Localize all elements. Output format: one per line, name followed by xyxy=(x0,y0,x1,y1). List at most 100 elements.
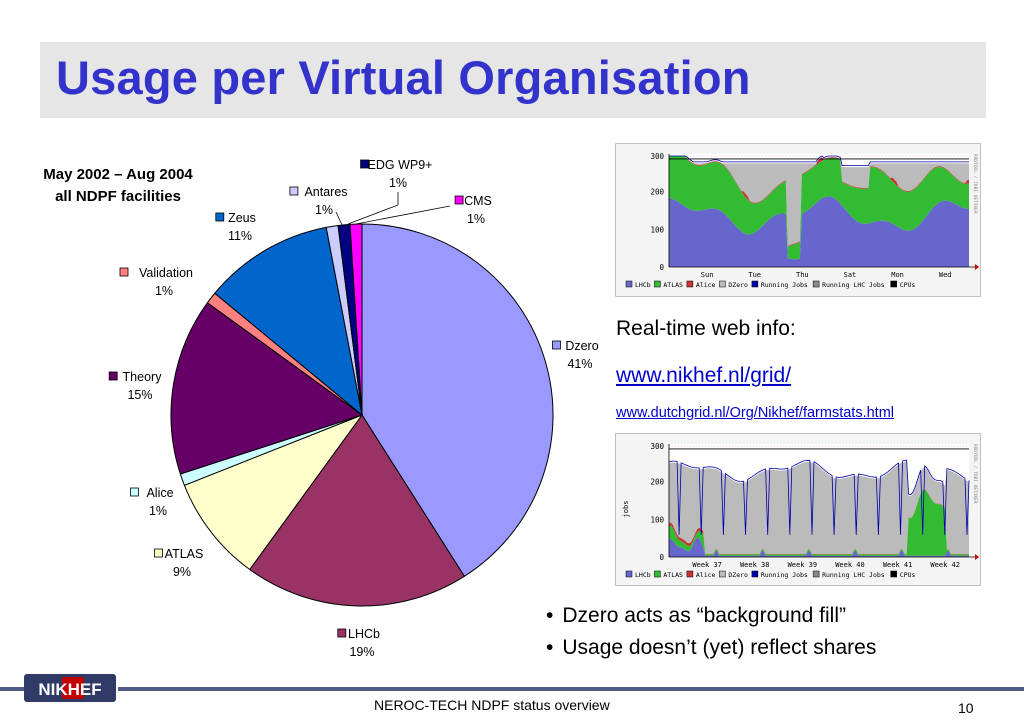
y-tick-label: 300 xyxy=(650,442,664,451)
legend-swatch xyxy=(890,570,897,578)
usage-graph-top-svg: 300 200 100 0 Sun Tue Thu Sat Mon Wed RRDTOOL / TO… xyxy=(625,152,979,289)
slice-percent: 1% xyxy=(389,176,407,190)
legend-swatch xyxy=(154,548,163,558)
legend-label: Alice xyxy=(696,571,716,579)
legend-swatch xyxy=(337,628,347,638)
pie-slice-cms xyxy=(349,223,363,416)
chart-title: May 2002 – Aug 2004 all NDPF facilities xyxy=(18,164,218,208)
atlas-area xyxy=(669,156,969,260)
legend-swatch xyxy=(719,280,726,288)
slice-percent: 1% xyxy=(155,284,173,298)
footer-rule xyxy=(118,687,1024,691)
x-tick-label: Thu xyxy=(796,271,809,279)
slice-percent: 1% xyxy=(149,504,167,518)
legend-swatch xyxy=(751,570,759,578)
slice-label: EDG WP9+ xyxy=(368,158,433,172)
usage-graph-bottom: 300 200 100 0 Week 37 Week 38 Week 39 Week 40 We… xyxy=(615,433,981,586)
y-tick-label: 100 xyxy=(650,515,664,524)
nikhef-grid-link[interactable]: www.nikhef.nl/grid/ xyxy=(616,364,792,387)
y-tick-label: 200 xyxy=(650,188,664,197)
legend-label: ATLAS xyxy=(663,281,683,289)
y-axis-label: jobs xyxy=(622,501,630,518)
realtime-label: Real-time web info: xyxy=(616,317,796,340)
legend-label: DZero xyxy=(728,571,748,579)
legend-swatch xyxy=(812,280,820,288)
dzero-area xyxy=(669,156,969,246)
legend-label: CPUs xyxy=(900,571,916,579)
x-tick-label: Week 38 xyxy=(740,561,770,569)
pie-slice-atlas xyxy=(183,413,364,571)
x-tick-label: Week 39 xyxy=(788,561,818,569)
slice-percent: 15% xyxy=(127,388,152,402)
legend-swatch xyxy=(890,280,897,288)
slice-label: CMS xyxy=(464,194,492,208)
legend-label: Alice xyxy=(696,281,716,289)
legend-label: LHCb xyxy=(635,571,651,579)
slice-percent: 11% xyxy=(228,229,252,243)
slice-percent: 19% xyxy=(349,645,374,659)
slide-title: Usage per Virtual Organisation xyxy=(56,51,751,104)
legend-swatch xyxy=(130,487,139,497)
y-tick-label: 200 xyxy=(650,478,664,487)
x-axis-arrow xyxy=(975,264,979,270)
pie-slice-theory xyxy=(170,302,364,475)
chart-title-line2: all NDPF facilities xyxy=(55,188,181,205)
y-tick-label: 100 xyxy=(650,225,664,234)
legend-swatch xyxy=(751,280,759,288)
nikhef-logo: NIKHEF xyxy=(24,674,116,702)
legend-label: LHCb xyxy=(635,281,651,289)
legend-swatch xyxy=(625,280,633,288)
x-axis-arrow xyxy=(975,554,979,560)
atlas-area xyxy=(669,489,969,556)
leader-line xyxy=(335,211,344,228)
bullet-list: Dzero acts as “background fill” Usage do… xyxy=(546,600,876,664)
pie-chart: Dzero 41% LHCb 19% ATLAS 9% Alice 1% Theory 15% Va… xyxy=(108,158,599,659)
legend-label: DZero xyxy=(728,281,748,289)
farmstats-link[interactable]: www.dutchgrid.nl/Org/Nikhef/farmstats.ht… xyxy=(616,405,895,421)
y-tick-label: 0 xyxy=(659,553,664,562)
legend-swatch xyxy=(686,280,694,288)
legend-swatch xyxy=(719,570,726,578)
legend-swatch xyxy=(812,570,820,578)
x-tick-label: Week 40 xyxy=(835,561,865,569)
bullet-item: Dzero acts as “background fill” xyxy=(546,600,876,632)
alice-area xyxy=(669,156,969,247)
usage-graph-top: 300 200 100 0 Sun Tue Thu Sat Mon Wed RRDTOOL / TO… xyxy=(615,143,981,297)
x-tick-label: Sun xyxy=(701,271,714,279)
lhcb-area xyxy=(669,537,969,557)
legend-label: ATLAS xyxy=(663,571,683,579)
slice-label: ATLAS xyxy=(165,547,204,561)
legend-swatch xyxy=(552,340,561,350)
slice-percent: 1% xyxy=(467,212,485,226)
slice-label: Validation xyxy=(139,266,193,280)
legend-swatch xyxy=(654,280,661,288)
x-tick-label: Week 37 xyxy=(692,561,722,569)
legend-label: Running Jobs xyxy=(761,281,808,289)
y-tick-label: 0 xyxy=(659,263,664,272)
legend-swatch xyxy=(654,570,661,578)
pie-slice-lhcb xyxy=(249,414,466,607)
rrdtool-credit: RRDTOOL / TOBI OETIKER xyxy=(972,444,978,504)
rrdtool-credit: RRDTOOL / TOBI OETIKER xyxy=(972,154,978,214)
x-tick-label: Tue xyxy=(748,271,761,279)
legend-swatch xyxy=(686,570,694,578)
pie-slice-dzero xyxy=(361,223,554,577)
slice-label: Alice xyxy=(146,486,173,500)
chart-title-line1: May 2002 – Aug 2004 xyxy=(43,166,193,183)
legend-swatch xyxy=(454,195,464,205)
title-banner: Usage per Virtual Organisation xyxy=(40,42,986,118)
x-tick-label: Week 41 xyxy=(883,561,913,569)
legend-swatch xyxy=(360,159,370,169)
slice-label: LHCb xyxy=(348,627,380,641)
slice-label: Antares xyxy=(304,185,347,199)
slice-label: Theory xyxy=(123,370,163,384)
x-tick-label: Wed xyxy=(939,271,952,279)
x-tick-label: Sat xyxy=(844,271,857,279)
x-tick-label: Week 42 xyxy=(930,561,960,569)
leader-line xyxy=(355,205,451,225)
legend-label: CPUs xyxy=(900,281,916,289)
slice-label: Zeus xyxy=(228,211,256,225)
slice-label: Dzero xyxy=(565,339,598,353)
bullet-item: Usage doesn’t (yet) reflect shares xyxy=(546,632,876,664)
pie-slice-zeus xyxy=(214,226,363,417)
